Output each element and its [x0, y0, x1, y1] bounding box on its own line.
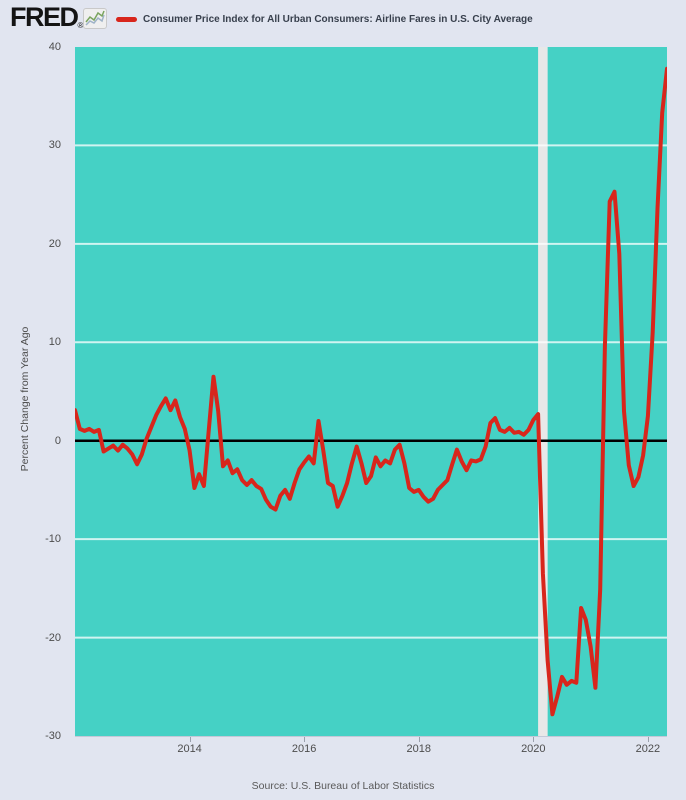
- y-tick-label-10: 10: [48, 336, 61, 349]
- y-tick-label-0: 0: [54, 434, 61, 447]
- sparkline-icon: [85, 10, 105, 26]
- y-tick-label-40: 40: [48, 41, 61, 53]
- recession-band: [538, 47, 548, 736]
- data-line: [75, 66, 667, 717]
- y-tick-label-30: 30: [48, 139, 61, 152]
- x-tick-label-2018: 2018: [406, 743, 431, 755]
- y-tick-label--20: -20: [45, 631, 61, 644]
- plot-svg: [75, 47, 667, 736]
- x-tick-label-2014: 2014: [177, 743, 202, 755]
- x-axis-baseline: [75, 736, 667, 737]
- x-tickmark-2016: [304, 737, 306, 742]
- y-tick-label--10: -10: [45, 533, 61, 546]
- registered-trademark: ®: [77, 21, 84, 30]
- x-tickmark-2022: [647, 737, 649, 742]
- fred-logo-text: FRED: [10, 2, 79, 32]
- fred-logo-chart-icon: [83, 8, 107, 29]
- source-text: Source: U.S. Bureau of Labor Statistics: [251, 780, 435, 792]
- y-tick-label--30: -30: [45, 730, 61, 742]
- x-tick-label-2020: 2020: [521, 743, 546, 755]
- x-tick-label-2022: 2022: [635, 743, 661, 755]
- x-tick-label-2016: 2016: [291, 743, 317, 755]
- x-tickmark-2018: [418, 737, 420, 742]
- y-tick-label-20: 20: [48, 237, 61, 250]
- x-tickmark-2014: [189, 737, 191, 742]
- legend-line-swatch: [116, 17, 137, 22]
- gridlines: [75, 144, 667, 639]
- plot-area[interactable]: [75, 47, 667, 736]
- fred-logo[interactable]: FRED®: [10, 4, 83, 39]
- x-tickmark-2020: [533, 737, 535, 742]
- legend-series-label: Consumer Price Index for All Urban Consu…: [143, 14, 533, 25]
